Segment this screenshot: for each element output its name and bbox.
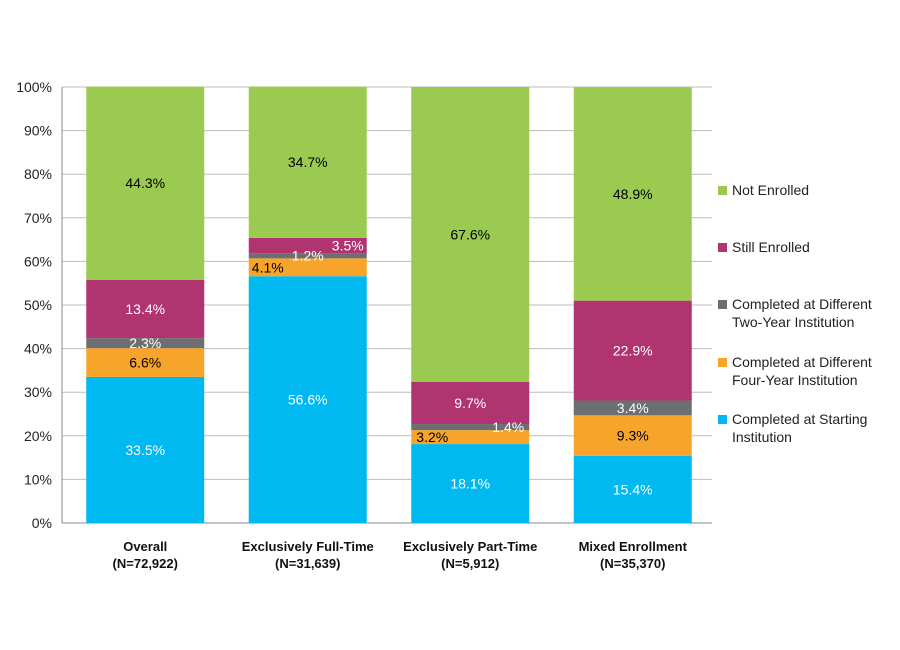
y-tick-label: 50% bbox=[24, 297, 52, 313]
bar-segment bbox=[411, 381, 530, 425]
data-label: 6.6% bbox=[129, 355, 161, 371]
legend-label: Still Enrolled bbox=[732, 239, 810, 255]
legend-item: Not Enrolled bbox=[718, 181, 898, 199]
y-tick-label: 80% bbox=[24, 166, 52, 182]
y-tick-label: 100% bbox=[16, 79, 52, 95]
data-label: 9.3% bbox=[617, 428, 649, 444]
data-label: 3.5% bbox=[332, 237, 364, 253]
data-label: 15.4% bbox=[613, 481, 653, 497]
data-label: 56.6% bbox=[288, 392, 328, 408]
legend-swatch bbox=[718, 358, 727, 367]
bar-segment bbox=[411, 444, 530, 523]
legend-item: Completed at Different Four-Year Institu… bbox=[718, 353, 898, 389]
legend-swatch bbox=[718, 243, 727, 252]
legend-item: Completed at Starting Institution bbox=[718, 410, 898, 446]
data-label: 1.4% bbox=[492, 419, 524, 435]
bar-segment bbox=[86, 279, 205, 339]
x-tick-sublabel: (N=5,912) bbox=[441, 556, 499, 571]
data-label: 48.9% bbox=[613, 186, 653, 202]
bar-segment bbox=[86, 86, 205, 280]
y-tick-label: 90% bbox=[24, 123, 52, 139]
data-label: 44.3% bbox=[125, 175, 165, 191]
bar-segment bbox=[248, 86, 367, 238]
x-tick-label: Overall bbox=[123, 539, 167, 554]
bar-segment bbox=[86, 338, 205, 349]
x-tick-label: Mixed Enrollment bbox=[579, 539, 688, 554]
y-tick-label: 20% bbox=[24, 428, 52, 444]
x-tick-label: Exclusively Full-Time bbox=[242, 539, 374, 554]
bar-segment bbox=[411, 87, 530, 382]
bar-segment bbox=[248, 253, 367, 259]
data-label: 3.4% bbox=[617, 400, 649, 416]
legend-label: Completed at Starting Institution bbox=[732, 411, 868, 445]
y-tick-label: 60% bbox=[24, 253, 52, 269]
x-tick-sublabel: (N=35,370) bbox=[600, 556, 665, 571]
x-tick-label: Exclusively Part-Time bbox=[403, 539, 537, 554]
data-label: 22.9% bbox=[613, 343, 653, 359]
x-tick-sublabel: (N=31,639) bbox=[275, 556, 340, 571]
bar-segment bbox=[411, 424, 530, 431]
data-label: 18.1% bbox=[450, 476, 490, 492]
legend-swatch bbox=[718, 186, 727, 195]
data-label: 1.2% bbox=[292, 248, 324, 264]
legend-swatch bbox=[718, 300, 727, 309]
x-tick-sublabel: (N=72,922) bbox=[113, 556, 178, 571]
data-label: 34.7% bbox=[288, 154, 328, 170]
data-label: 9.7% bbox=[454, 395, 486, 411]
bar-segment bbox=[573, 87, 692, 301]
bar-segment bbox=[411, 430, 530, 445]
y-tick-label: 40% bbox=[24, 341, 52, 357]
bar-segment bbox=[573, 455, 692, 523]
data-label: 67.6% bbox=[450, 226, 490, 242]
y-tick-label: 70% bbox=[24, 210, 52, 226]
legend-item: Still Enrolled bbox=[718, 238, 898, 256]
data-label: 2.3% bbox=[129, 335, 161, 351]
data-label: 3.2% bbox=[416, 429, 448, 445]
bar-segment bbox=[573, 400, 692, 416]
y-tick-label: 30% bbox=[24, 384, 52, 400]
legend-label: Completed at Different Two-Year Institut… bbox=[732, 296, 872, 330]
data-label: 33.5% bbox=[125, 442, 165, 458]
bar-segment bbox=[573, 415, 692, 456]
bar-segment bbox=[86, 348, 205, 377]
data-label: 13.4% bbox=[125, 301, 165, 317]
bar-segment bbox=[248, 258, 367, 277]
bar-segment bbox=[248, 276, 367, 523]
data-label: 4.1% bbox=[252, 259, 284, 275]
legend-item: Completed at Different Two-Year Institut… bbox=[718, 295, 898, 331]
y-tick-label: 0% bbox=[32, 515, 52, 531]
bar-segment bbox=[248, 237, 367, 254]
bar-segment bbox=[86, 376, 205, 523]
legend-swatch bbox=[718, 415, 727, 424]
y-tick-label: 10% bbox=[24, 471, 52, 487]
legend-label: Not Enrolled bbox=[732, 182, 810, 198]
bar-segment bbox=[573, 300, 692, 401]
legend-label: Completed at Different Four-Year Institu… bbox=[732, 354, 872, 388]
